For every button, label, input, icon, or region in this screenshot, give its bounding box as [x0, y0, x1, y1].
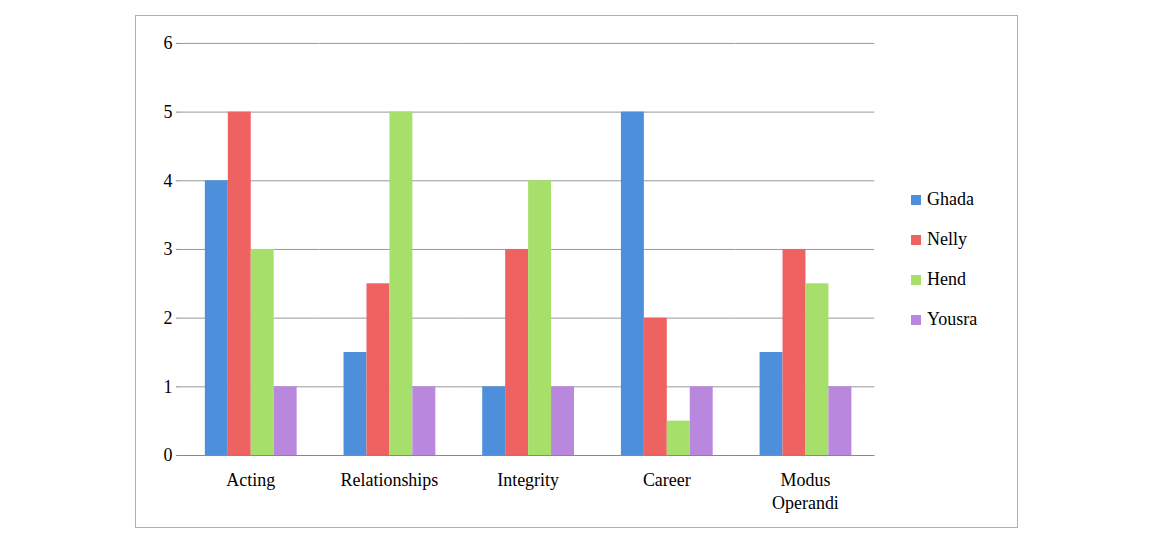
svg-text:3: 3 — [163, 239, 172, 259]
svg-text:Relationships: Relationships — [341, 470, 439, 490]
html-text:Nelly: Nelly — [927, 229, 967, 249]
svg-text:4: 4 — [163, 171, 172, 191]
svg-text:ModusOperandi: ModusOperandi — [772, 470, 839, 513]
html-text:Yousra: Yousra — [927, 309, 978, 329]
svg-text:Acting: Acting — [226, 470, 275, 490]
svg-text:1: 1 — [163, 377, 172, 397]
html-text:Ghada: Ghada — [927, 189, 974, 209]
svg-text:5: 5 — [163, 102, 172, 122]
svg-text:0: 0 — [163, 445, 172, 465]
svg-text:Integrity: Integrity — [497, 470, 559, 490]
svg-text:Career: Career — [643, 470, 691, 490]
svg-text:6: 6 — [163, 33, 172, 53]
html-text:Hend: Hend — [927, 269, 966, 289]
svg-text:2: 2 — [163, 308, 172, 328]
